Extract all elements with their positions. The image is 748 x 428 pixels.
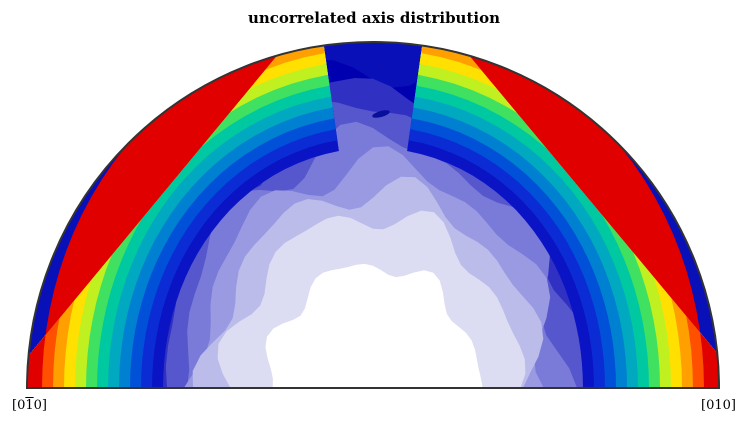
contour-level-left bbox=[27, 42, 327, 388]
contour-level bbox=[265, 263, 483, 388]
contour-level-left bbox=[27, 42, 322, 388]
chart-title: uncorrelated axis distribution bbox=[247, 9, 501, 27]
direction-label-left: [010] bbox=[12, 398, 47, 413]
direction-label-right: [010] bbox=[701, 398, 736, 413]
contour-level-right bbox=[424, 42, 719, 388]
contour-level-right bbox=[419, 42, 719, 388]
contour-spot bbox=[372, 110, 390, 118]
pole-figure-outline bbox=[25, 41, 721, 389]
